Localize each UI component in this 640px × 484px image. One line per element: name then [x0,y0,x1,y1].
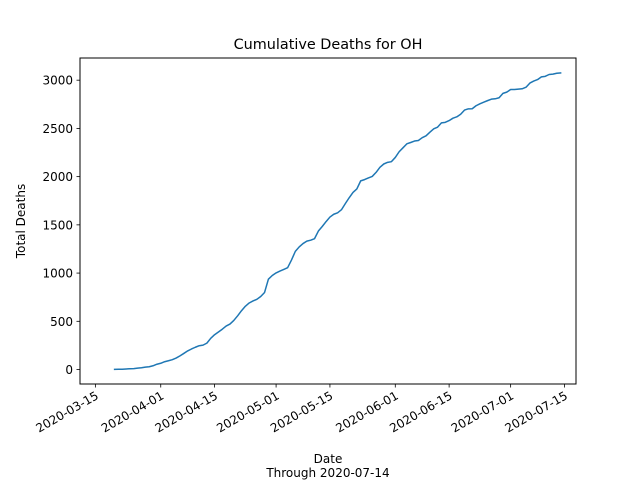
y-tick-label: 0 [65,363,73,377]
y-tick-label: 1000 [42,267,73,281]
plot-frame [79,57,577,385]
y-axis: 0 500 1000 1500 2000 2500 3000 [42,74,80,377]
x-axis-label: Date [314,452,343,466]
y-axis-label: Total Deaths [14,184,28,259]
series-line-cumulative-deaths [113,72,562,371]
y-tick-label: 500 [50,315,73,329]
chart-title: Cumulative Deaths for OH [234,37,423,53]
x-axis-sublabel: Through 2020-07-14 [265,466,389,480]
series-layer [113,72,562,371]
y-tick-label: 2500 [42,122,73,136]
y-tick-label: 3000 [42,74,73,88]
y-tick-label: 2000 [42,170,73,184]
y-tick-label: 1500 [42,218,73,232]
